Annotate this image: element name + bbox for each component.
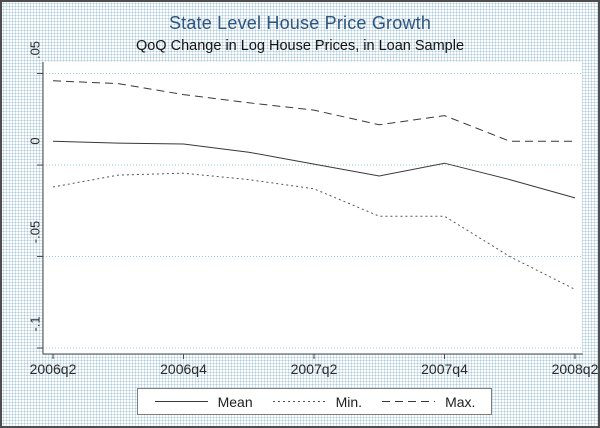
chart-title: State Level House Price Growth [168, 13, 432, 33]
x-axis-tick-label: 2006q2 [29, 361, 77, 377]
mean-line-sample-icon [154, 401, 208, 402]
series-line-max [52, 80, 575, 142]
legend: Mean Min. Max. [137, 388, 492, 415]
x-axis-tick-label: 2007q4 [421, 361, 468, 377]
x-axis-tick-label: 2008q2 [551, 361, 599, 377]
legend-label-mean: Mean [217, 393, 253, 410]
chart-subtitle: QoQ Change in Log House Prices, in Loan … [135, 38, 465, 54]
legend-item-min: Min. [272, 394, 362, 410]
max-line-sample-icon [382, 401, 436, 402]
legend-label-min: Min. [335, 393, 363, 410]
series-line-mean [52, 140, 576, 199]
min-line-sample-icon [272, 401, 326, 402]
x-axis-tick-label: 2007q2 [290, 361, 338, 377]
series-line-min [52, 172, 576, 290]
legend-item-max: Max. [381, 394, 475, 410]
x-axis-tick-label: 2006q4 [160, 361, 207, 377]
x-axis: 2006q2 2006q4 2007q2 2007q4 2008q2 [2, 361, 599, 379]
legend-item-mean: Mean [154, 394, 253, 410]
legend-label-max: Max. [445, 393, 476, 410]
